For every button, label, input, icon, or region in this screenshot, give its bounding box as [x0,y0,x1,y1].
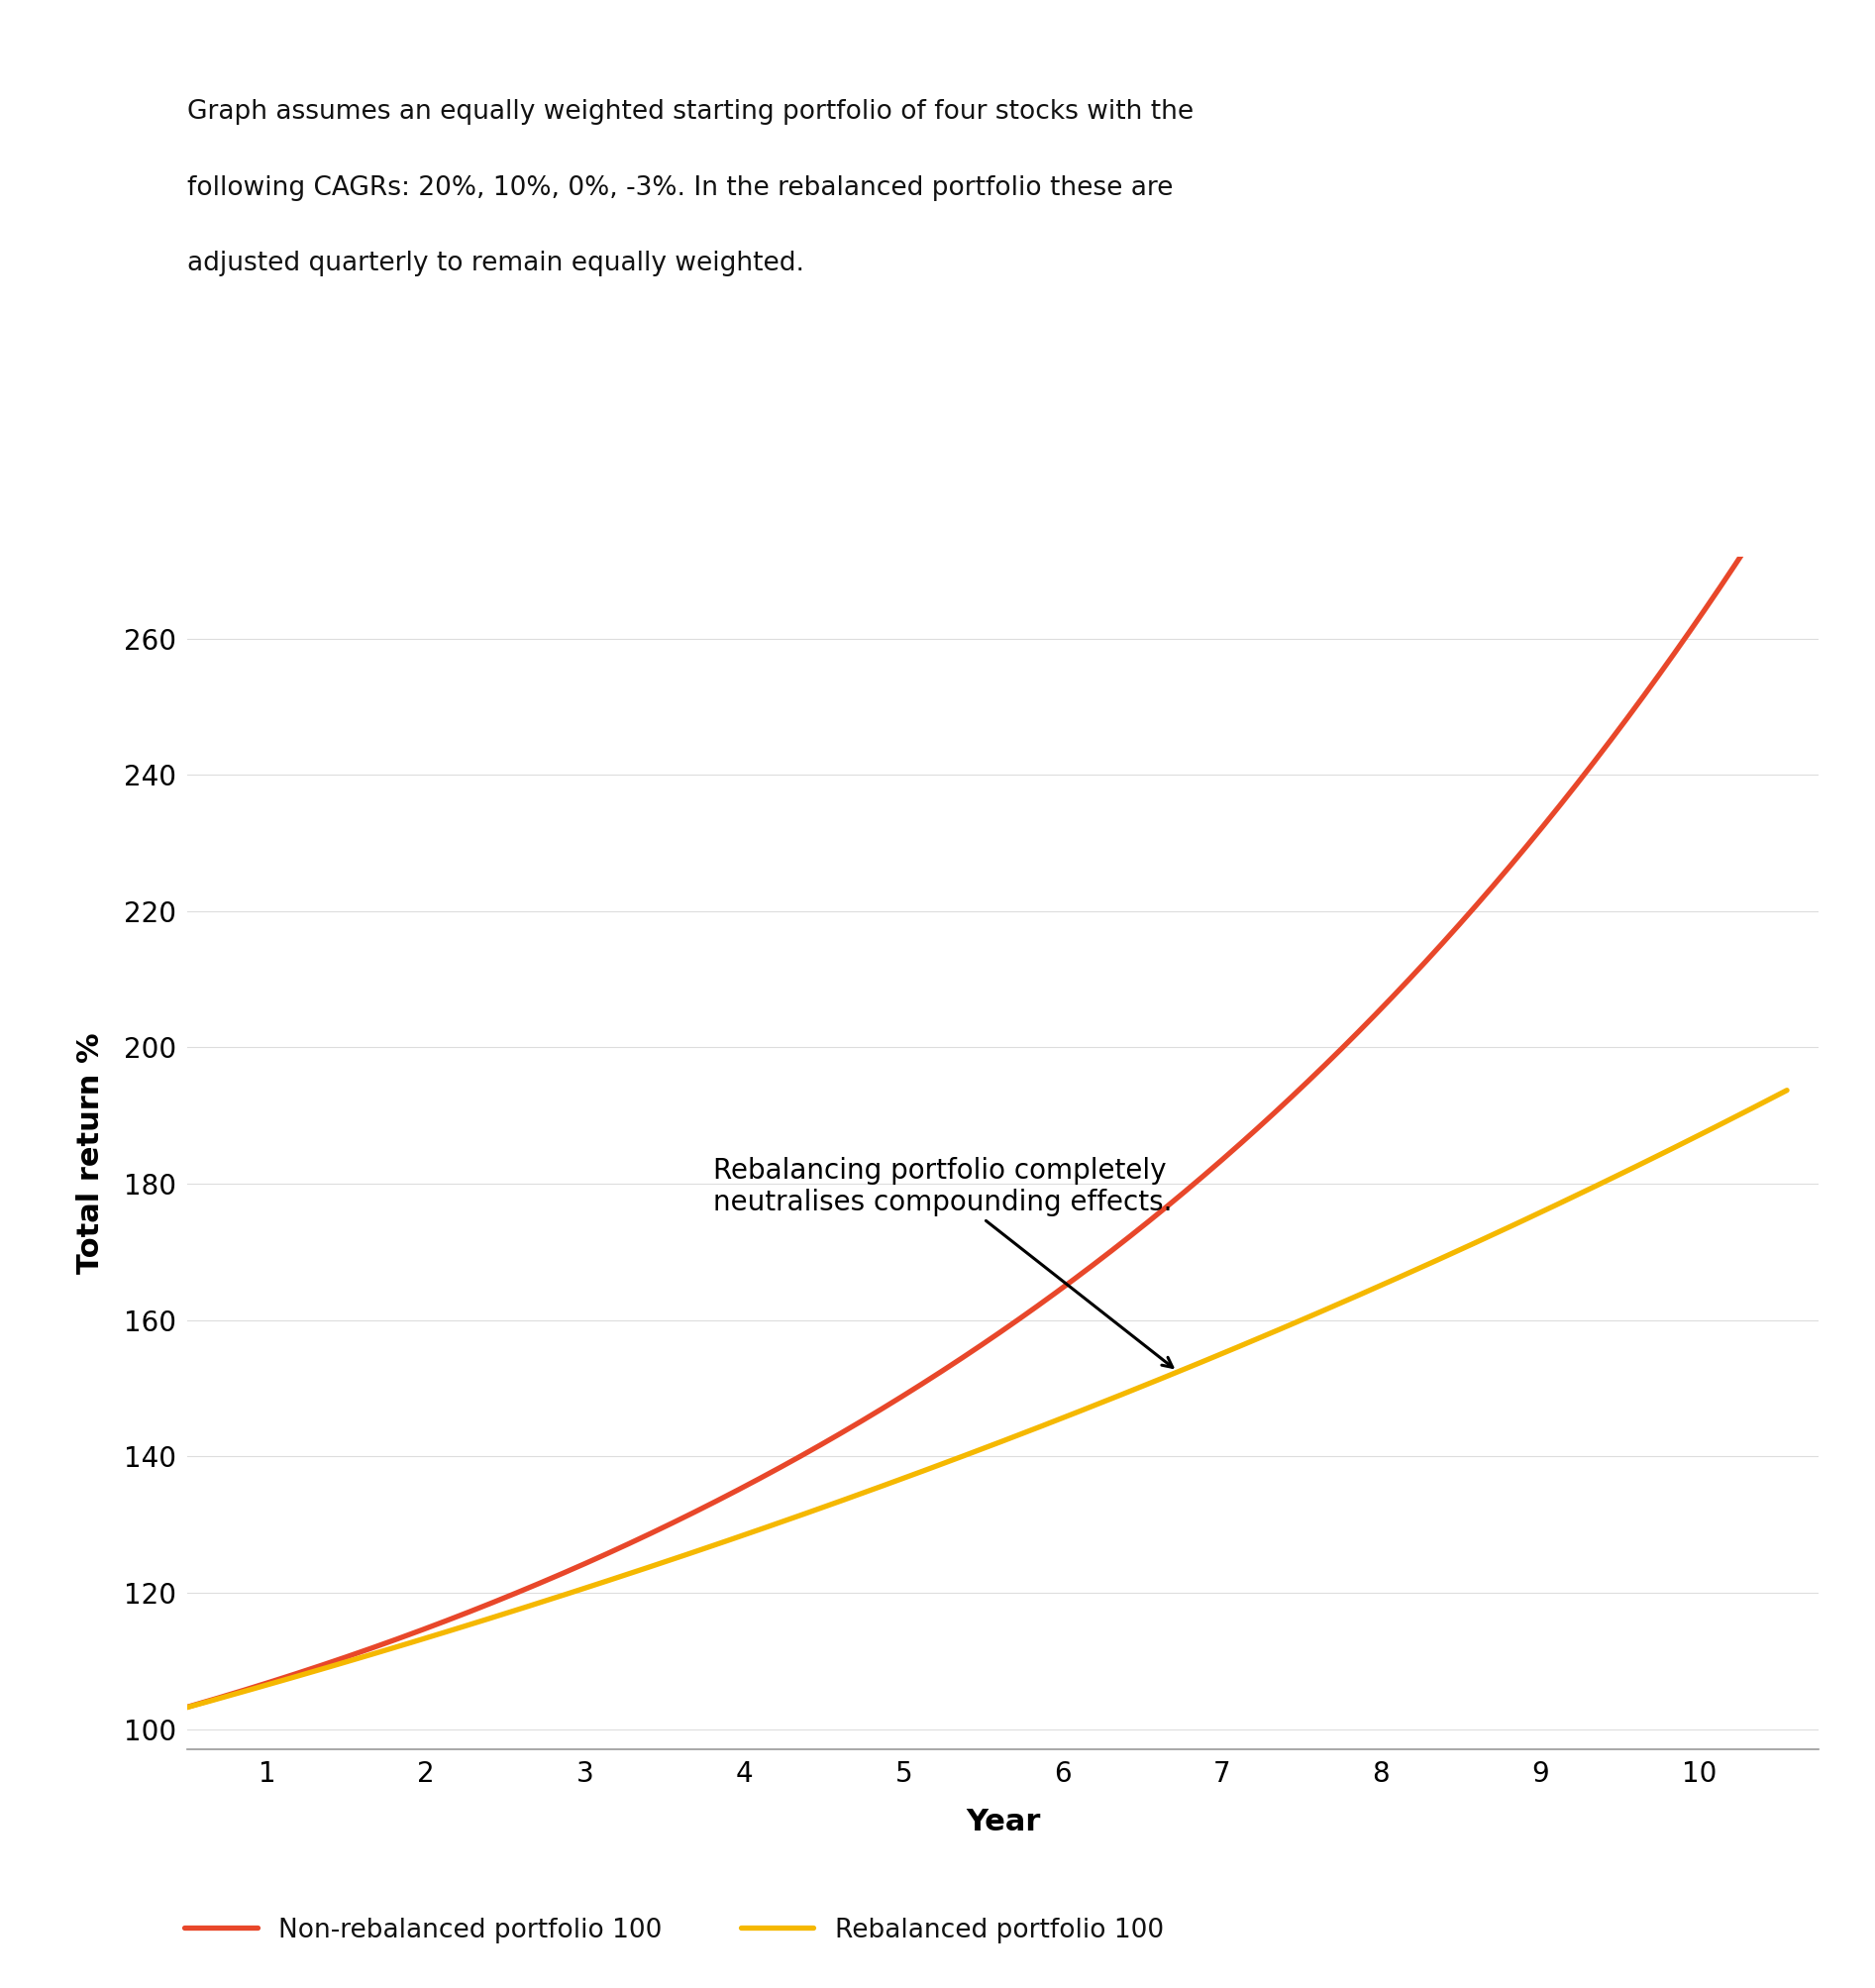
Text: adjusted quarterly to remain equally weighted.: adjusted quarterly to remain equally wei… [188,250,804,276]
Rebalanced portfolio 100 [98,1718,120,1741]
Text: Rebalancing portfolio completely
neutralises compounding effects.: Rebalancing portfolio completely neutral… [713,1157,1172,1368]
Line: Rebalanced portfolio 100: Rebalanced portfolio 100 [109,1089,1787,1730]
Y-axis label: Total return %: Total return % [75,1032,105,1274]
Rebalanced portfolio 100 [1436,1244,1459,1268]
Rebalanced portfolio 100 [776,1509,799,1533]
Legend: Non-rebalanced portfolio 100, Rebalanced portfolio 100: Non-rebalanced portfolio 100, Rebalanced… [184,1918,1164,1944]
Rebalanced portfolio 100 [268,1670,291,1694]
Rebalanced portfolio 100 [1406,1256,1429,1280]
Non-rebalanced portfolio 100 [836,1417,859,1441]
Non-rebalanced portfolio 100 [1406,958,1429,982]
Text: Graph assumes an equally weighted starting portfolio of four stocks with the: Graph assumes an equally weighted starti… [188,99,1194,125]
Non-rebalanced portfolio 100 [98,1718,120,1741]
X-axis label: Year: Year [966,1807,1041,1837]
Non-rebalanced portfolio 100 [268,1668,291,1692]
Non-rebalanced portfolio 100 [1436,926,1459,950]
Rebalanced portfolio 100 [1249,1326,1271,1350]
Non-rebalanced portfolio 100 [1249,1113,1271,1137]
Text: following CAGRs: 20%, 10%, 0%, -3%. In the rebalanced portfolio these are: following CAGRs: 20%, 10%, 0%, -3%. In t… [188,175,1174,201]
Line: Non-rebalanced portfolio 100: Non-rebalanced portfolio 100 [109,485,1787,1730]
Rebalanced portfolio 100 [1776,1077,1798,1101]
Non-rebalanced portfolio 100 [776,1451,799,1475]
Rebalanced portfolio 100 [836,1487,859,1511]
Non-rebalanced portfolio 100 [1776,473,1798,497]
